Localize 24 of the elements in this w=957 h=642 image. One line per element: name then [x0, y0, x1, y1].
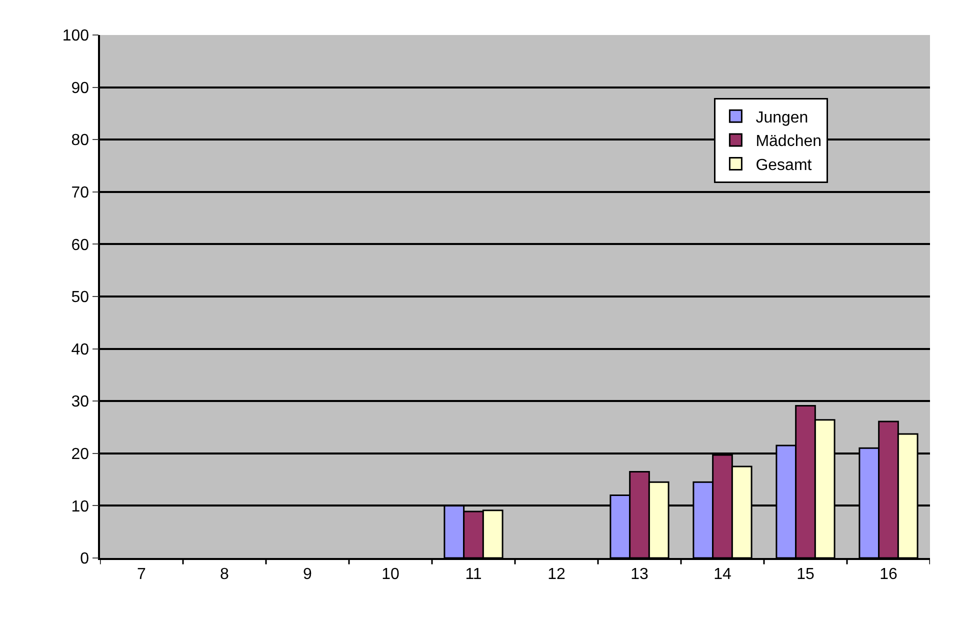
- x-tick-label: 13: [630, 566, 648, 583]
- y-tick-label: 10: [71, 498, 90, 516]
- legend-label: Gesamt: [756, 157, 812, 174]
- y-tick-label: 80: [71, 132, 90, 150]
- x-tick-label: 10: [382, 566, 400, 583]
- y-tick-label: 70: [71, 184, 90, 202]
- y-tick-label: 50: [71, 289, 90, 306]
- x-tick-label: 7: [137, 566, 146, 583]
- y-tick-label: 30: [71, 394, 90, 411]
- legend-label: Jungen: [756, 109, 808, 126]
- x-tick-label: 11: [465, 566, 482, 583]
- y-tick-label: 0: [80, 550, 90, 568]
- x-tick-label: 15: [796, 566, 814, 583]
- x-tick-label: 9: [303, 566, 312, 583]
- x-tick-label: 14: [714, 566, 732, 583]
- x-tick-label: 8: [220, 566, 230, 583]
- x-tick-label: 12: [548, 566, 566, 583]
- y-tick-label: 90: [71, 80, 90, 97]
- y-tick-label: 40: [71, 341, 90, 358]
- y-tick-label: 60: [71, 236, 90, 254]
- legend-label: Mädchen: [756, 133, 822, 150]
- y-tick-label: 20: [71, 446, 90, 463]
- y-tick-label: 100: [62, 28, 90, 45]
- x-tick-label: 16: [880, 566, 898, 583]
